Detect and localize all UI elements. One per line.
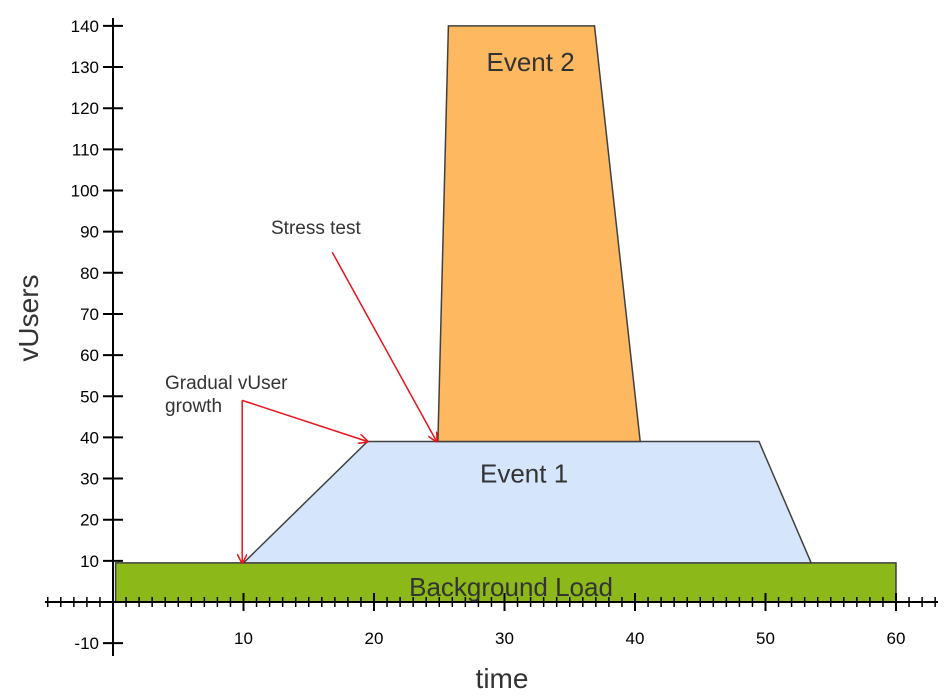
annotations: Stress test Gradual vUser growth bbox=[165, 218, 437, 563]
y-tick-label: 90 bbox=[80, 223, 99, 242]
y-tick-label: 60 bbox=[80, 346, 99, 365]
x-tick-label: 60 bbox=[887, 629, 906, 648]
series-label-event-2: Event 2 bbox=[487, 47, 575, 77]
y-tick-label: 120 bbox=[71, 99, 99, 118]
area-event-2 bbox=[437, 25, 642, 443]
y-axis-title: vUsers bbox=[13, 274, 44, 361]
annotation-gradual-growth: Gradual vUser growth bbox=[165, 373, 288, 417]
y-tick-label: 110 bbox=[72, 140, 99, 159]
series-label-background-load: Background Load bbox=[409, 572, 613, 602]
y-tick-label: 40 bbox=[80, 428, 99, 447]
x-tick-label: 30 bbox=[495, 629, 514, 648]
annotation-arrow bbox=[241, 399, 367, 441]
y-tick-label: 30 bbox=[80, 470, 99, 489]
series-label-event-1: Event 1 bbox=[480, 459, 568, 489]
axes: 10 20 30 40 50 60 -10 10 20 30 40 50 60 70 80 90 100 110 1… bbox=[45, 17, 938, 656]
y-tick-label: 140 bbox=[71, 17, 99, 36]
y-tick-label: 130 bbox=[71, 58, 99, 77]
annotation-line: Gradual vUser bbox=[165, 373, 288, 394]
y-tick-label: 50 bbox=[80, 387, 99, 406]
x-axis-title: time bbox=[476, 663, 529, 694]
x-tick-label: 40 bbox=[626, 629, 645, 648]
y-tick-label: -10 bbox=[74, 634, 99, 653]
annotation-stress-test: Stress test bbox=[271, 218, 361, 239]
annotation-arrow bbox=[331, 251, 436, 441]
x-tick-label: 50 bbox=[756, 629, 775, 648]
area-event-1 bbox=[241, 440, 813, 564]
y-tick-label: 10 bbox=[80, 552, 99, 571]
y-tick-label: 70 bbox=[80, 305, 99, 324]
x-tick-label: 20 bbox=[365, 629, 384, 648]
x-tick-label: 10 bbox=[234, 629, 253, 648]
y-tick-label: 100 bbox=[71, 182, 99, 201]
y-tick-label: 20 bbox=[80, 511, 99, 530]
series-labels: Background Load Event 1 Event 2 bbox=[409, 47, 613, 602]
y-tick-label: 80 bbox=[80, 264, 99, 283]
area-layer bbox=[114, 25, 897, 603]
annotation-line: growth bbox=[165, 396, 222, 417]
